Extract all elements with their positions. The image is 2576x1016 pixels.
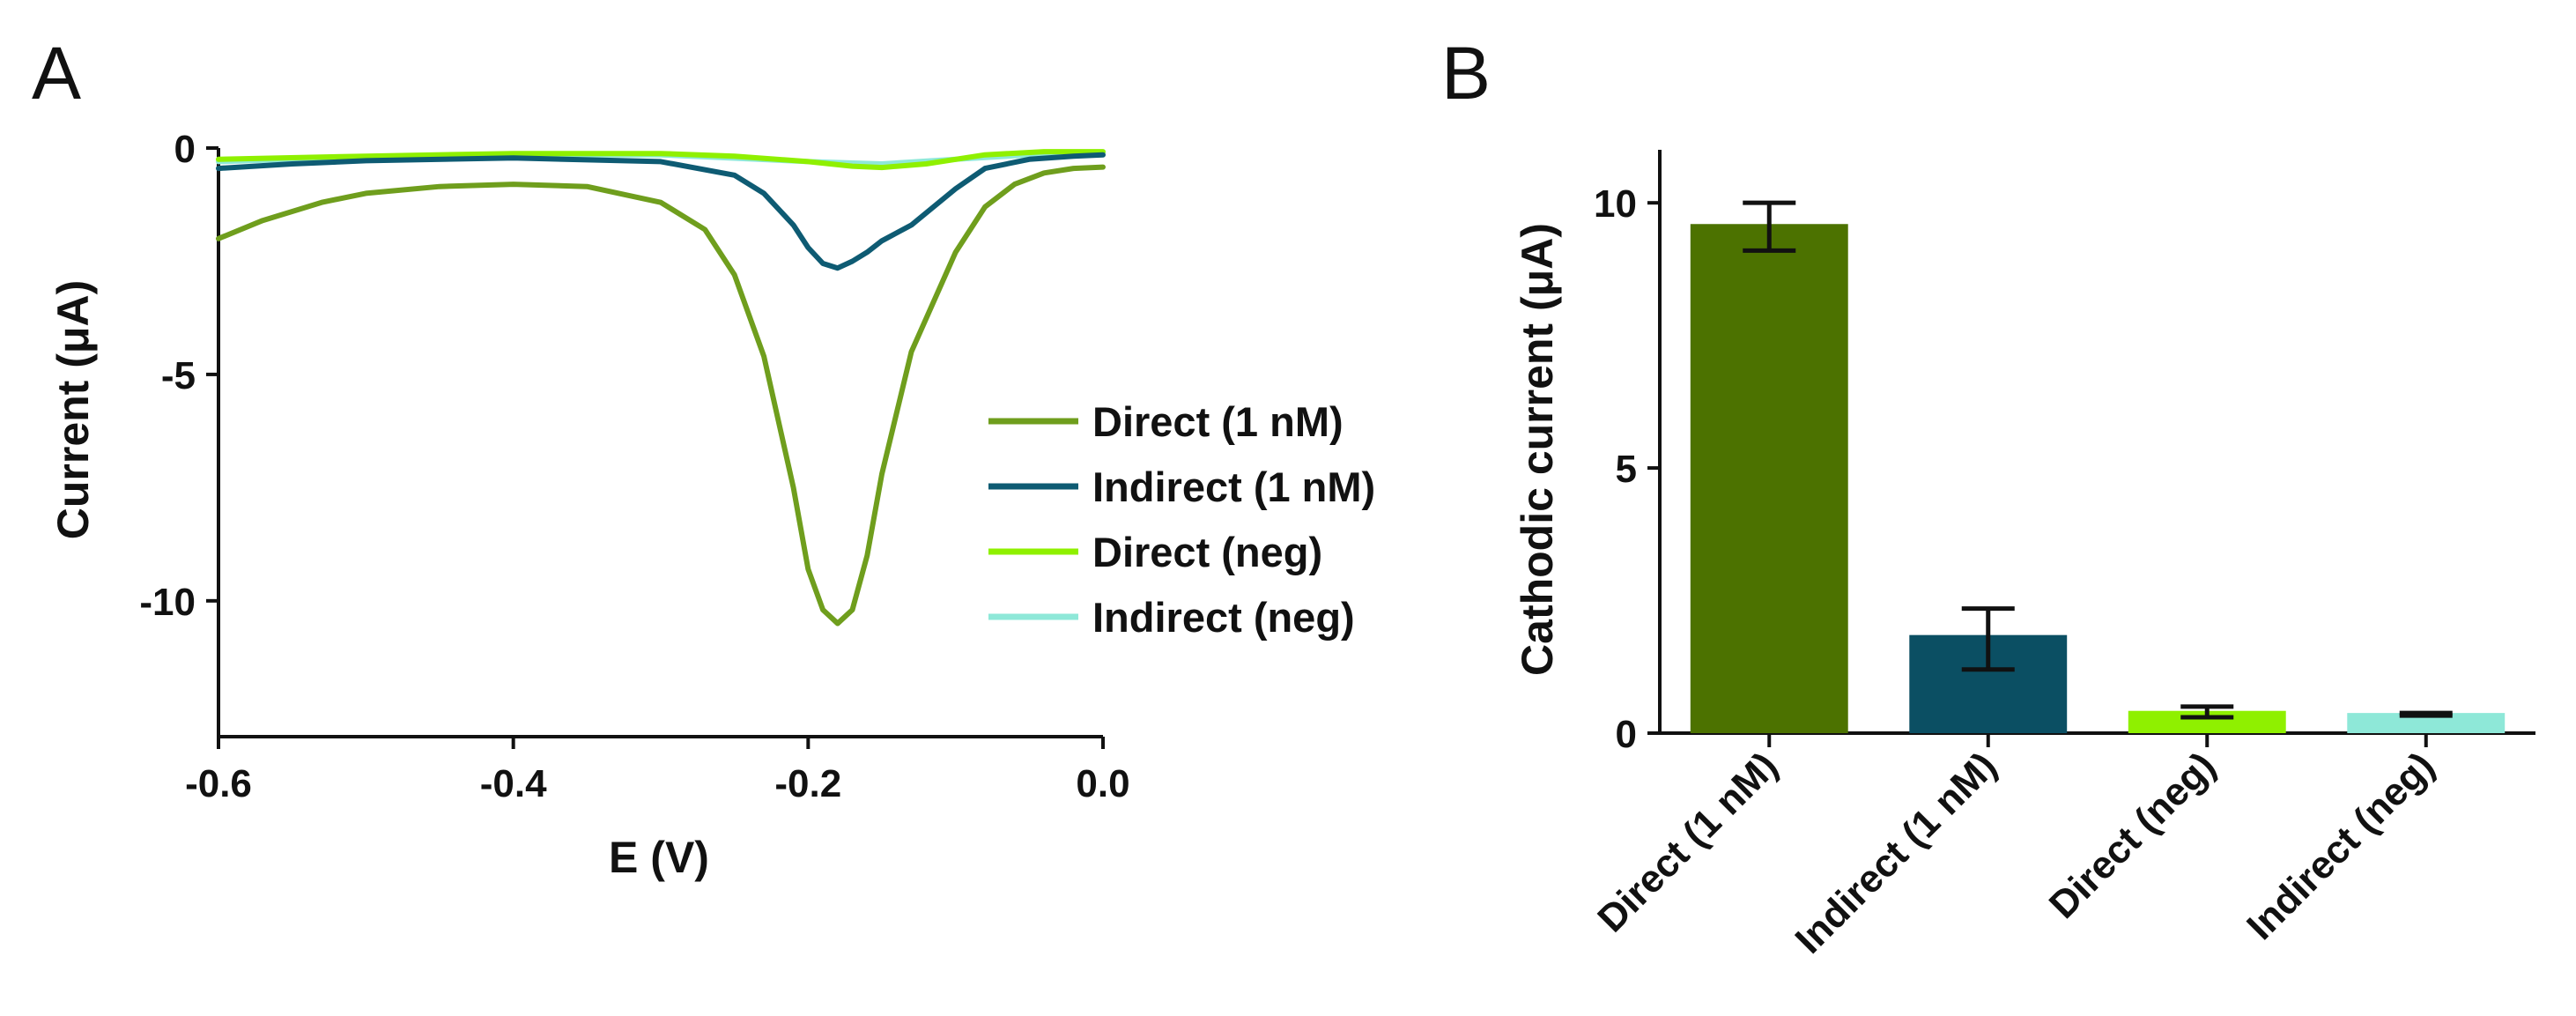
panel-a-x-tick-label: -0.6 — [185, 762, 252, 805]
panel-b-x-tick-label: Direct (neg) — [2041, 744, 2224, 927]
panel-a-plot-area: 0 -5 -10 -0.6 -0.4 -0.2 0.0 — [139, 128, 1129, 805]
panel-b-bar — [1690, 224, 1848, 734]
panel-a-legend-label: Indirect (1 nM) — [1092, 464, 1375, 510]
panel-a-y-axis-title: Current (μA) — [48, 280, 98, 539]
panel-a: A Current (μA) E (V) 0-5-10-0.6 -0.4 -0.2 0… — [32, 32, 1375, 882]
panel-b-plot-area: 0 5 10 Direct (1 nM) Indirect (1 nM) Direct (… — [1589, 150, 2535, 962]
panel-b-y-tick-label: 5 — [1616, 448, 1637, 491]
panel-a-legend-label: Direct (1 nM) — [1092, 398, 1344, 445]
panel-a-y-tick-label: 0 — [174, 128, 196, 171]
panel-a-x-tick-label: 0.0 — [1076, 762, 1129, 805]
panel-a-series-line — [216, 152, 1106, 271]
panel-b-y-tick-label: 0 — [1616, 713, 1637, 756]
panel-a-x-tick-label: -0.4 — [480, 762, 547, 805]
panel-a-x-axis-title: E (V) — [609, 833, 709, 882]
panel-a-legend-label: Indirect (neg) — [1092, 594, 1355, 641]
panel-b-bar — [2347, 713, 2506, 733]
panel-b-x-tick-label: Indirect (neg) — [2239, 744, 2443, 948]
panel-a-x-tick-label: -0.2 — [774, 762, 841, 805]
panel-b-letter: B — [1441, 32, 1491, 115]
panel-a-legend-label: Direct (neg) — [1092, 529, 1322, 575]
panel-a-letter: A — [32, 32, 81, 115]
panel-a-y-tick-label: -5 — [161, 354, 196, 397]
panel-b-x-tick-label: Indirect (1 nM) — [1788, 744, 2005, 961]
panel-a-series-line — [216, 149, 1106, 171]
panel-a-legend: Direct (1 nM) Indirect (1 nM) Direct (neg)… — [988, 398, 1375, 641]
panel-a-series-line — [216, 164, 1106, 627]
panel-b-y-tick-label: 10 — [1594, 182, 1637, 226]
panel-b-x-tick-label: Direct (1 nM) — [1589, 744, 1786, 940]
panel-a-y-tick-label: -10 — [139, 581, 196, 624]
panel-b-y-axis-title: Cathodic current (μA) — [1513, 223, 1562, 676]
panel-b: B Cathodic current (μA) 0 5 10 Direct (1 nM… — [1441, 32, 2535, 962]
